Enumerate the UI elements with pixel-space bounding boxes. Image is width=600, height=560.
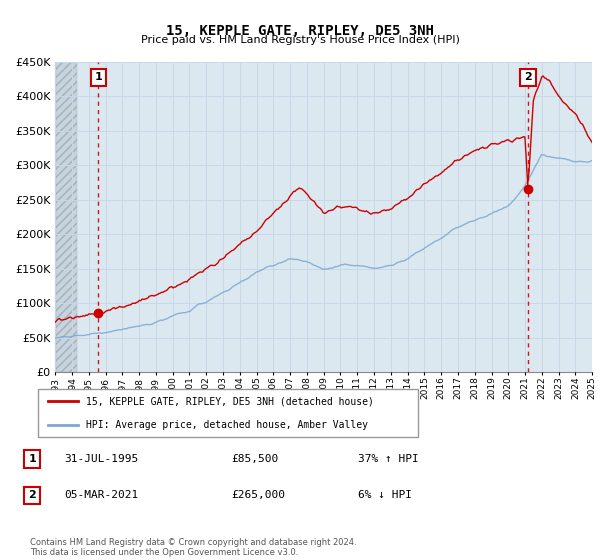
Text: £85,500: £85,500	[231, 454, 278, 464]
Text: 15, KEPPLE GATE, RIPLEY, DE5 3NH (detached house): 15, KEPPLE GATE, RIPLEY, DE5 3NH (detach…	[86, 396, 374, 407]
Bar	[55, 62, 77, 372]
Text: 31-JUL-1995: 31-JUL-1995	[64, 454, 138, 464]
Text: £265,000: £265,000	[231, 491, 285, 501]
Text: 37% ↑ HPI: 37% ↑ HPI	[358, 454, 418, 464]
FancyBboxPatch shape	[38, 389, 418, 437]
Text: 15, KEPPLE GATE, RIPLEY, DE5 3NH: 15, KEPPLE GATE, RIPLEY, DE5 3NH	[166, 24, 434, 38]
Text: 2: 2	[524, 72, 532, 82]
Text: 6% ↓ HPI: 6% ↓ HPI	[358, 491, 412, 501]
Text: 05-MAR-2021: 05-MAR-2021	[64, 491, 138, 501]
Text: Contains HM Land Registry data © Crown copyright and database right 2024.
This d: Contains HM Land Registry data © Crown c…	[30, 538, 356, 557]
Text: 1: 1	[28, 454, 36, 464]
Text: Price paid vs. HM Land Registry's House Price Index (HPI): Price paid vs. HM Land Registry's House …	[140, 35, 460, 45]
Text: 2: 2	[28, 491, 36, 501]
Text: HPI: Average price, detached house, Amber Valley: HPI: Average price, detached house, Ambe…	[86, 419, 368, 430]
Text: 1: 1	[95, 72, 103, 82]
